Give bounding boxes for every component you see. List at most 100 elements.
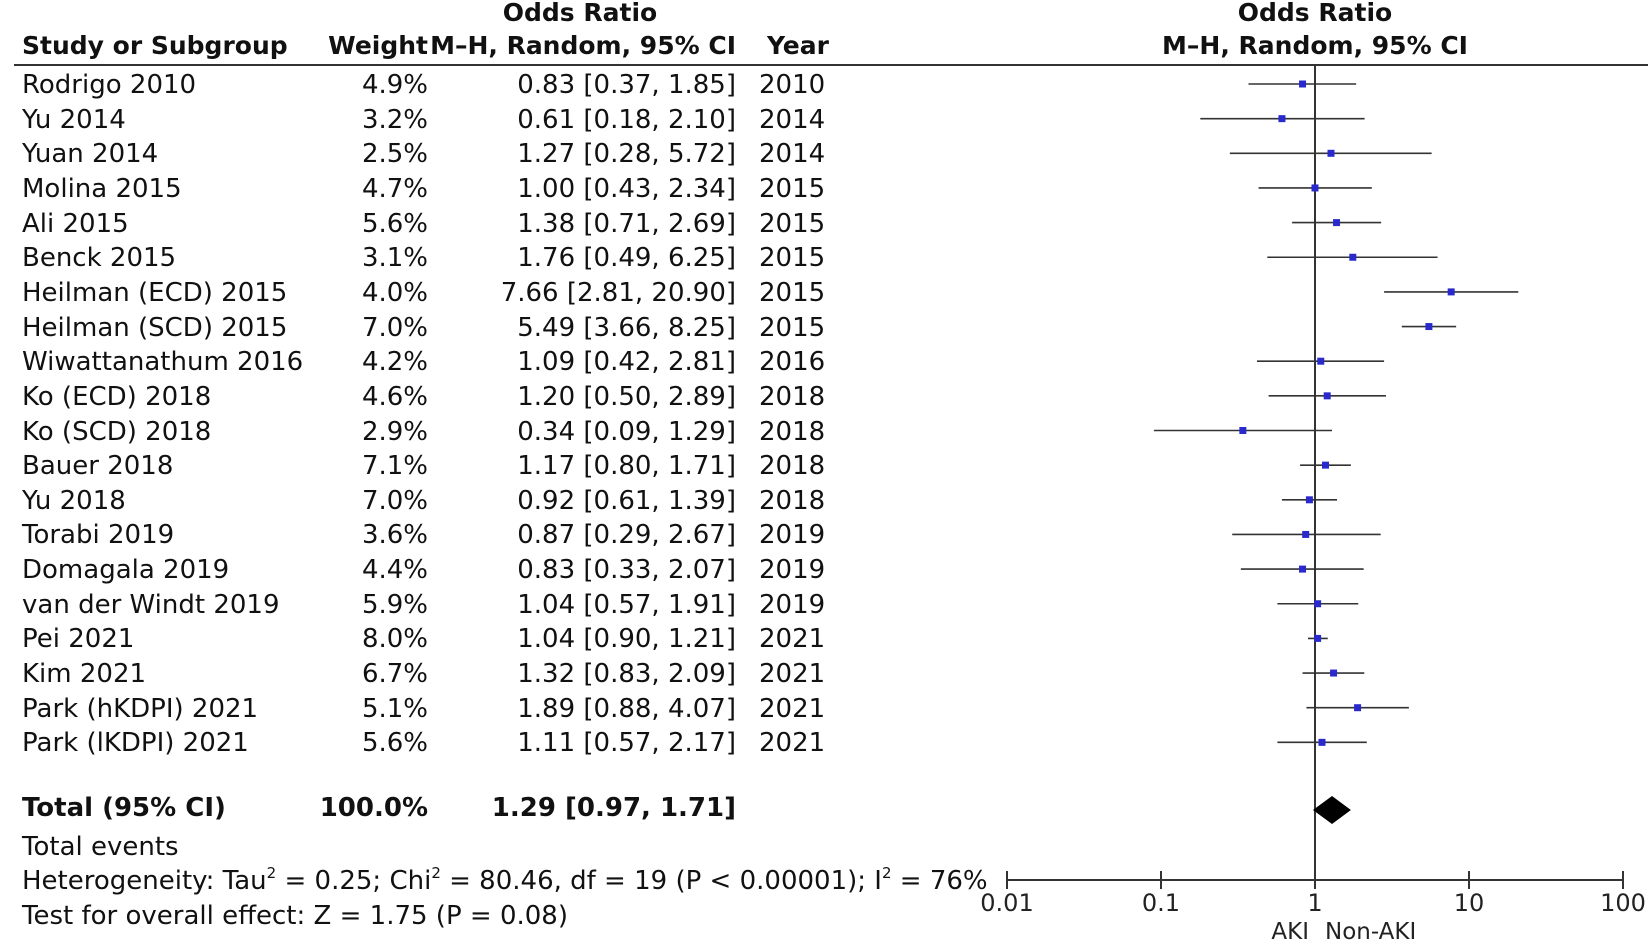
total-ci: 1.29 [0.97, 1.71]	[491, 793, 736, 823]
study-name: Ko (SCD) 2018	[22, 416, 212, 447]
favours-non-aki-label: Non-AKI	[1325, 919, 1416, 941]
study-name: Heilman (SCD) 2015	[22, 312, 288, 343]
point-marker	[1330, 669, 1338, 677]
study-weight: 5.1%	[361, 693, 428, 724]
study-year: 2015	[759, 312, 826, 343]
point-marker	[1299, 80, 1307, 88]
study-ci: 0.92 [0.61, 1.39]	[517, 485, 736, 516]
study-weight: 3.1%	[361, 243, 428, 274]
plot-column-subheader: M–H, Random, 95% CI	[1162, 31, 1468, 60]
study-year: 2018	[759, 416, 826, 447]
point-marker	[1299, 565, 1307, 573]
study-year: 2021	[759, 728, 826, 759]
study-year: 2014	[759, 139, 826, 170]
study-year: 2016	[759, 347, 826, 378]
study-weight: 2.9%	[361, 416, 428, 447]
study-weight: 4.9%	[361, 70, 428, 100]
study-weight: 4.2%	[361, 347, 428, 378]
study-ci: 1.00 [0.43, 2.34]	[517, 173, 736, 204]
point-marker	[1278, 115, 1286, 123]
study-name: van der Windt 2019	[22, 589, 280, 620]
study-ci: 1.38 [0.71, 2.69]	[517, 208, 736, 239]
point-marker	[1317, 357, 1325, 365]
x-tick-label: 0.01	[980, 889, 1033, 917]
study-name: Yu 2018	[22, 485, 126, 516]
study-year: 2014	[759, 104, 826, 135]
study-name: Ali 2015	[22, 208, 129, 239]
study-name: Yu 2014	[22, 104, 126, 135]
study-ci: 1.11 [0.57, 2.17]	[517, 728, 736, 759]
study-ci: 1.17 [0.80, 1.71]	[517, 451, 736, 482]
plot-column-title: Odds Ratio	[1237, 0, 1393, 27]
study-weight: 6.7%	[361, 659, 428, 690]
x-tick-label: 1	[1307, 889, 1322, 917]
study-year: 2018	[759, 485, 826, 516]
study-weight: 5.6%	[361, 728, 428, 759]
study-weight: 4.4%	[361, 555, 428, 586]
study-weight: 3.2%	[361, 104, 428, 135]
total-diamond	[1312, 796, 1351, 824]
study-year: 2015	[759, 208, 826, 239]
study-ci: 0.83 [0.37, 1.85]	[517, 70, 736, 100]
study-name: Domagala 2019	[22, 555, 230, 586]
study-weight: 3.6%	[361, 520, 428, 551]
study-name: Park (lKDPI) 2021	[22, 728, 249, 759]
study-year: 2018	[759, 451, 826, 482]
study-name: Yuan 2014	[22, 139, 159, 170]
overall-effect-text: Test for overall effect: Z = 1.75 (P = 0…	[22, 901, 568, 931]
study-name: Heilman (ECD) 2015	[22, 277, 288, 308]
point-marker	[1447, 288, 1455, 296]
x-tick-label: 10	[1454, 889, 1485, 917]
year-column-header: Year	[767, 31, 829, 60]
favours-aki-label: AKI	[1271, 919, 1309, 941]
study-year: 2021	[759, 659, 826, 690]
study-name: Benck 2015	[22, 243, 177, 274]
x-tick-label: 100	[1600, 889, 1646, 917]
study-year: 2010	[759, 70, 826, 100]
study-ci: 1.20 [0.50, 2.89]	[517, 381, 736, 412]
study-ci: 1.27 [0.28, 5.72]	[517, 139, 736, 170]
study-name: Park (hKDPI) 2021	[22, 693, 259, 724]
study-name: Torabi 2019	[22, 520, 175, 551]
total-events-label: Total events	[22, 832, 179, 862]
point-marker	[1327, 149, 1335, 157]
point-marker	[1318, 738, 1326, 746]
total-weight: 100.0%	[319, 793, 428, 823]
or-column-title: Odds Ratio	[502, 0, 658, 27]
study-ci: 1.32 [0.83, 2.09]	[517, 659, 736, 690]
study-name: Pei 2021	[22, 624, 135, 655]
study-name: Molina 2015	[22, 173, 182, 204]
point-marker	[1302, 530, 1310, 538]
study-weight: 4.0%	[361, 277, 428, 308]
study-year: 2021	[759, 693, 826, 724]
point-marker	[1311, 184, 1319, 192]
or-column-subheader: M–H, Random, 95% CI	[430, 31, 736, 60]
x-tick-label: 0.1	[1142, 889, 1180, 917]
study-name: Bauer 2018	[22, 451, 174, 482]
study-weight: 4.6%	[361, 381, 428, 412]
study-ci: 1.09 [0.42, 2.81]	[517, 347, 736, 378]
study-weight: 7.0%	[361, 312, 428, 343]
study-ci: 1.04 [0.57, 1.91]	[517, 589, 736, 620]
study-name: Ko (ECD) 2018	[22, 381, 212, 412]
study-weight: 5.9%	[361, 589, 428, 620]
study-weight: 7.1%	[361, 451, 428, 482]
study-weight: 8.0%	[361, 624, 428, 655]
study-year: 2019	[759, 589, 826, 620]
total-label: Total (95% CI)	[22, 793, 226, 823]
study-year: 2015	[759, 277, 826, 308]
point-marker	[1323, 392, 1331, 400]
study-name: Wiwattanathum 2016	[22, 347, 304, 378]
study-name: Kim 2021	[22, 659, 147, 690]
point-marker	[1333, 219, 1341, 227]
point-marker	[1314, 634, 1322, 642]
study-year: 2021	[759, 624, 826, 655]
study-ci: 0.34 [0.09, 1.29]	[517, 416, 736, 447]
point-marker	[1305, 496, 1313, 504]
weight-column-header: Weight	[328, 31, 428, 60]
study-ci: 1.89 [0.88, 4.07]	[517, 693, 736, 724]
study-ci: 0.83 [0.33, 2.07]	[517, 555, 736, 586]
point-marker	[1354, 704, 1362, 712]
study-ci: 5.49 [3.66, 8.25]	[517, 312, 736, 343]
